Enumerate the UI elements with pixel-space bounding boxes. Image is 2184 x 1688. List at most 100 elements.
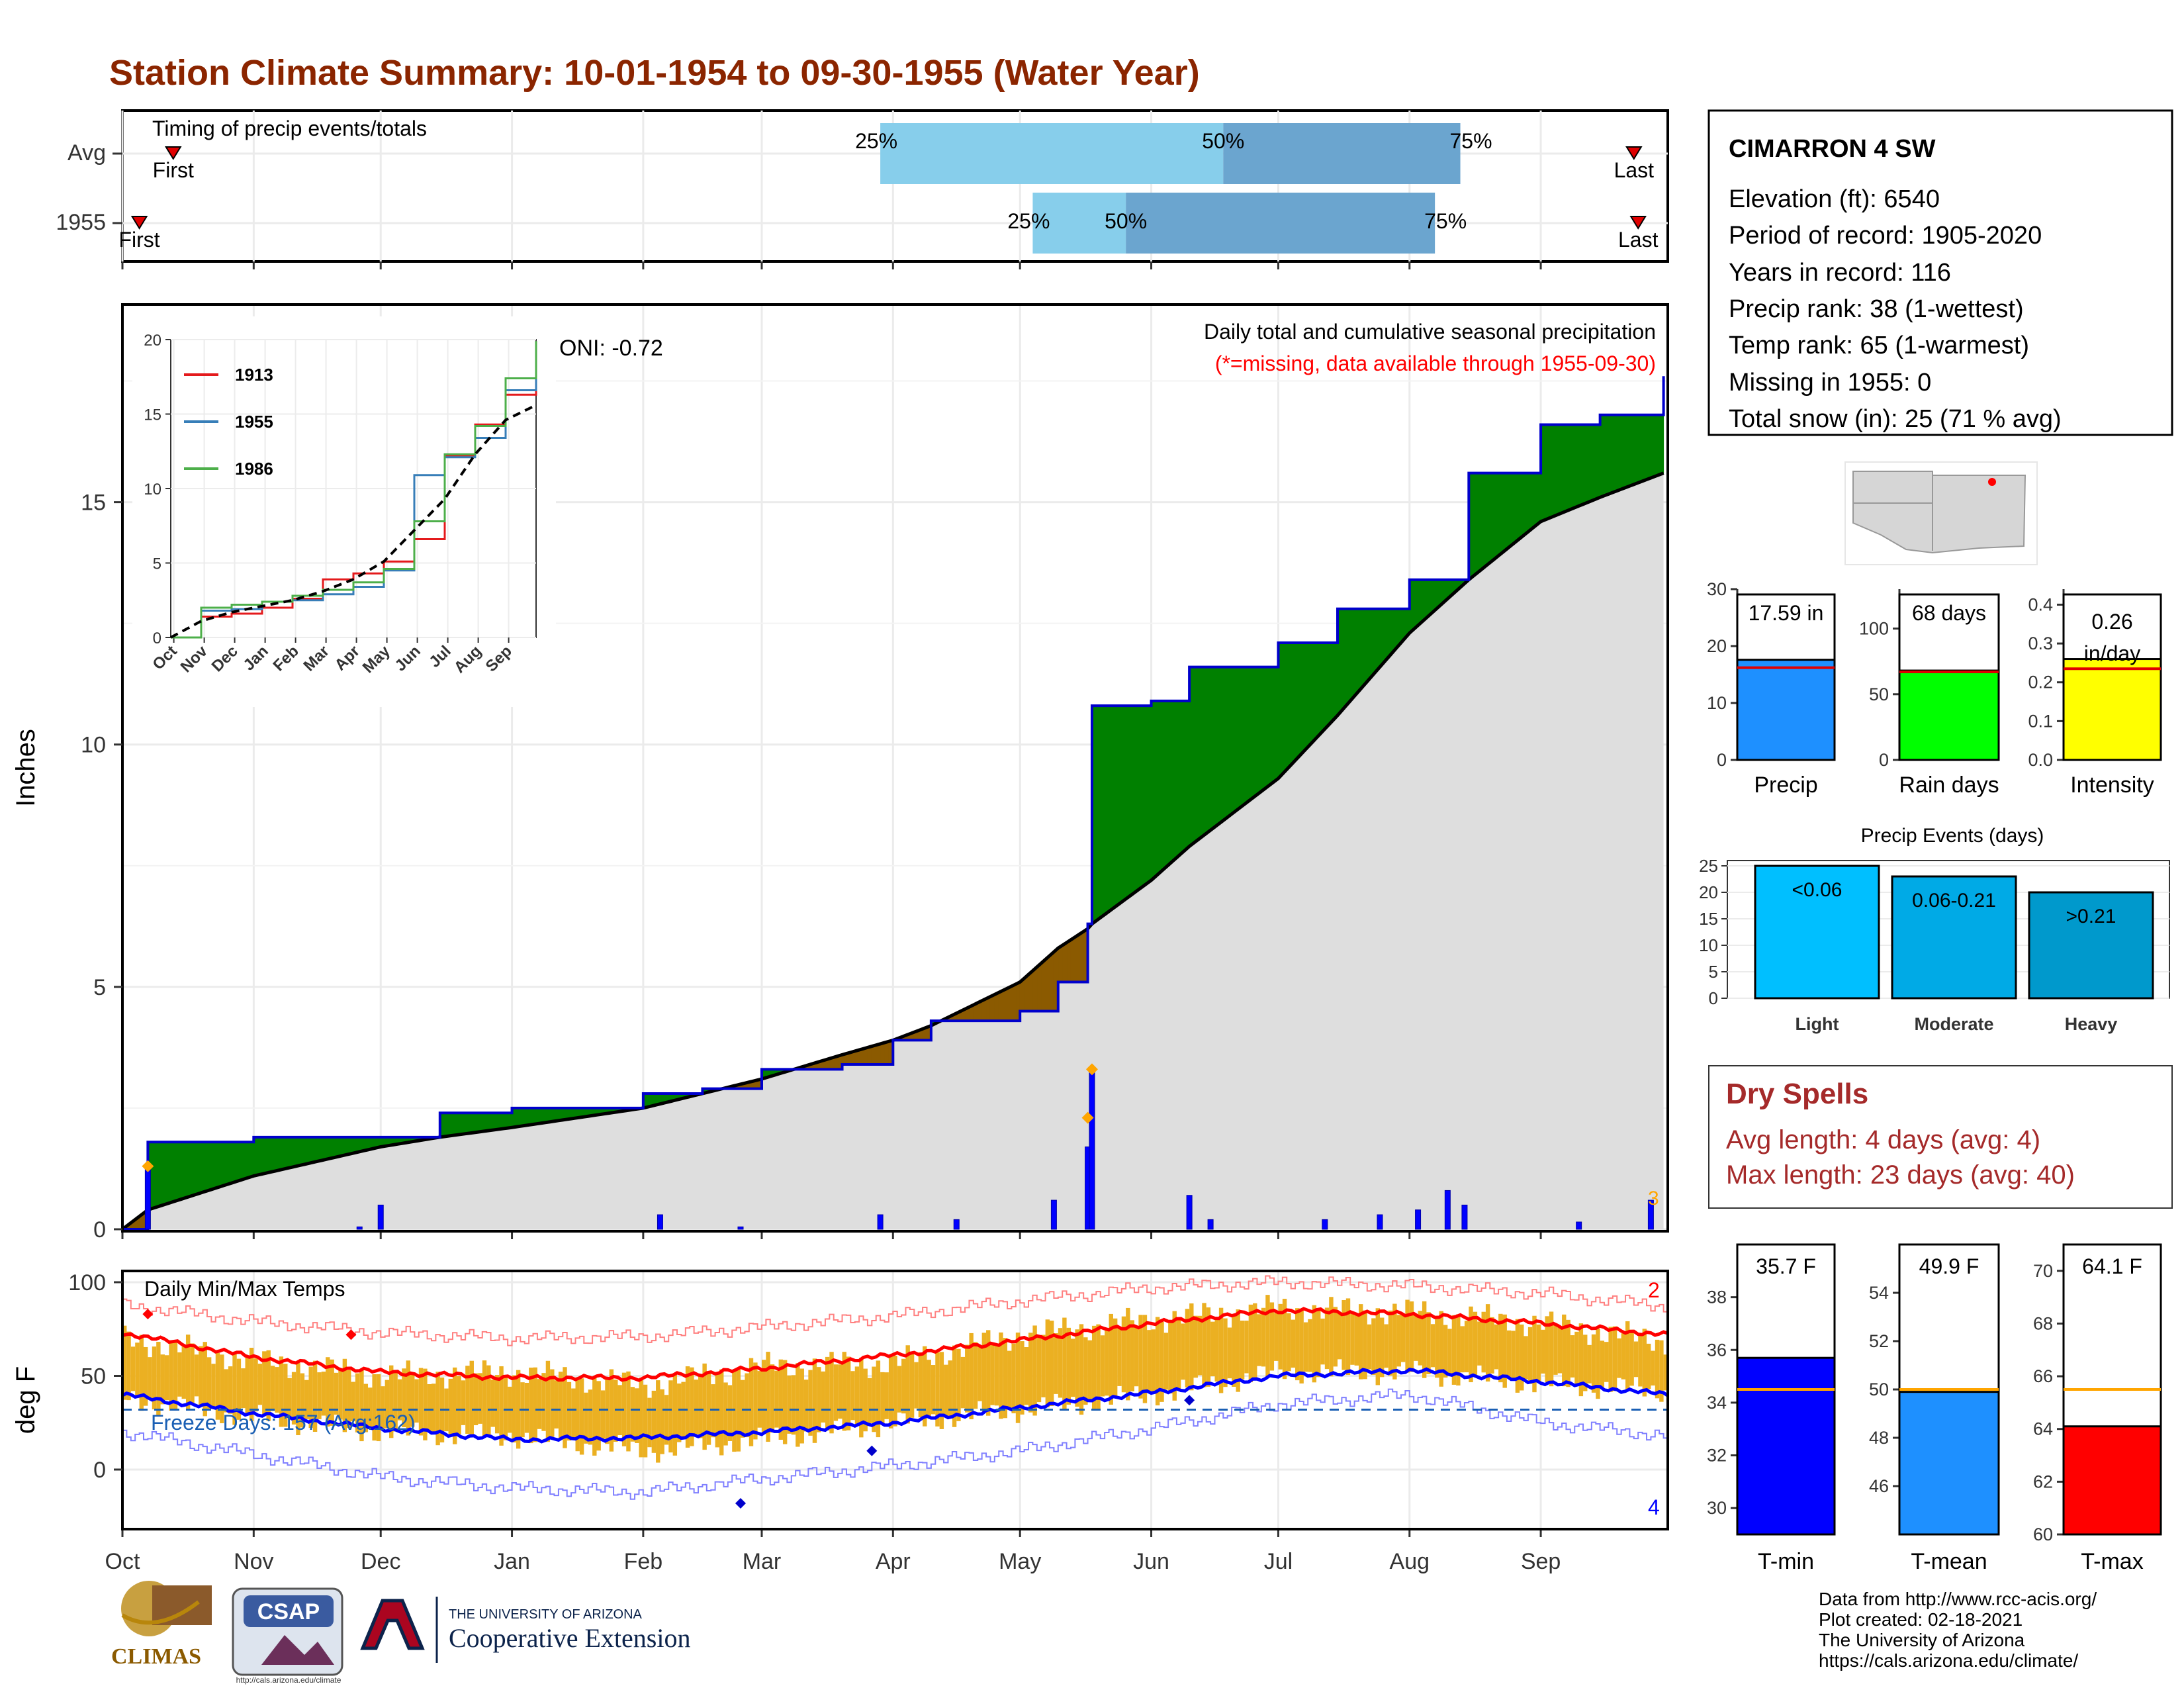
cumulative-difference-fill bbox=[1553, 424, 1559, 517]
daily-temp-range-bar bbox=[1473, 1311, 1478, 1377]
daily-precip-bar bbox=[356, 1226, 363, 1230]
daily-temp-range-bar bbox=[1020, 1341, 1024, 1415]
daily-temp-range-bar bbox=[1253, 1303, 1257, 1381]
cumulative-difference-fill bbox=[257, 1137, 263, 1176]
cumulative-difference-fill bbox=[1206, 667, 1211, 835]
precip-y-tick-label: 0 bbox=[93, 1217, 106, 1243]
events-bar-moderate bbox=[1891, 875, 2017, 1000]
cumulative-difference-fill bbox=[1231, 667, 1236, 815]
cumulative-difference-fill bbox=[1422, 579, 1427, 623]
daily-precip-bar bbox=[737, 1226, 744, 1230]
cumulative-difference-fill bbox=[1109, 705, 1114, 912]
daily-temp-range-bar bbox=[253, 1358, 258, 1412]
timing-q25-label: 25% bbox=[1007, 209, 1050, 233]
timing-q50-label: 50% bbox=[1105, 209, 1147, 233]
cumulative-difference-fill bbox=[1549, 424, 1554, 519]
station-line-years: Years in record: 116 bbox=[1729, 259, 1951, 287]
page-title: Station Climate Summary: 10-01-1954 to 0… bbox=[109, 53, 1200, 93]
daily-precip-bar bbox=[1377, 1214, 1383, 1230]
daily-temp-range-bar bbox=[355, 1373, 360, 1432]
daily-temp-range-bar bbox=[567, 1382, 572, 1441]
daily-temp-range-bar bbox=[787, 1375, 792, 1434]
daily-temp-range-bar bbox=[1054, 1333, 1058, 1394]
precip-y-tick-label: 15 bbox=[81, 491, 106, 516]
daily-temp-range-bar bbox=[626, 1371, 631, 1452]
daily-temp-range-bar bbox=[410, 1373, 415, 1427]
cumulative-difference-fill bbox=[1163, 700, 1169, 870]
csap-mountains bbox=[261, 1635, 334, 1665]
cumulative-difference-fill bbox=[189, 1141, 195, 1197]
daily-temp-range-bar bbox=[452, 1367, 457, 1444]
cumulative-difference-fill bbox=[876, 1043, 881, 1065]
daily-temp-range-bar bbox=[1485, 1304, 1490, 1382]
daily-temp-range-bar bbox=[1515, 1319, 1520, 1393]
cumulative-difference-fill bbox=[507, 1112, 513, 1129]
cumulative-difference-fill bbox=[1176, 700, 1181, 859]
cumulative-difference-fill bbox=[1040, 959, 1046, 1011]
daily-temp-range-bar bbox=[177, 1352, 182, 1397]
daily-temp-range-bar bbox=[1566, 1319, 1570, 1387]
daily-temp-range-bar bbox=[1041, 1335, 1046, 1397]
temp-bar-tick-label: 32 bbox=[1707, 1446, 1727, 1466]
daily-temp-range-bar bbox=[1197, 1315, 1203, 1376]
daily-temp-range-bar bbox=[211, 1364, 216, 1407]
cumulative-difference-fill bbox=[1502, 473, 1508, 553]
cumulative-difference-fill bbox=[1121, 705, 1126, 903]
daily-temp-range-bar bbox=[1193, 1315, 1198, 1378]
daily-temp-range-bar bbox=[817, 1367, 821, 1432]
cumulative-difference-fill bbox=[270, 1137, 275, 1173]
daily-temp-range-bar bbox=[614, 1380, 618, 1442]
cumulative-difference-fill bbox=[156, 1141, 161, 1208]
first-event-marker bbox=[164, 146, 182, 160]
cumulative-difference-fill bbox=[1130, 705, 1135, 897]
record-low-count: 4 bbox=[1648, 1495, 1660, 1519]
cumulative-difference-fill bbox=[1316, 642, 1321, 739]
cumulative-difference-fill bbox=[168, 1141, 174, 1204]
daily-temp-range-bar bbox=[677, 1383, 682, 1442]
daily-temp-range-bar bbox=[808, 1370, 813, 1436]
events-bars: 0 5 10 15 20 25 <0.06 Light 0.06-0.21 Moderate >0.… bbox=[1699, 856, 2170, 1034]
daily-temp-range-bar bbox=[1299, 1308, 1304, 1383]
daily-temp-range-bar bbox=[1155, 1317, 1160, 1406]
cumulative-difference-fill bbox=[1477, 473, 1482, 574]
daily-temp-range-bar bbox=[1303, 1322, 1308, 1372]
credits: Data from http://www.rcc-acis.org/ Plot … bbox=[1819, 1589, 2097, 1671]
daily-temp-range-bar bbox=[1367, 1324, 1372, 1370]
cumulative-difference-fill bbox=[291, 1137, 296, 1168]
daily-temp-range-bar bbox=[702, 1363, 707, 1450]
record-max-line bbox=[122, 1275, 1668, 1346]
daily-temp-range-bar bbox=[1435, 1315, 1439, 1378]
ua-a-mark bbox=[360, 1599, 425, 1650]
daily-temp-range-bar bbox=[867, 1378, 872, 1423]
cumulative-difference-fill bbox=[1600, 414, 1605, 498]
temp-bar-t-min bbox=[1736, 1356, 1836, 1536]
cumulative-difference-fill bbox=[541, 1107, 547, 1124]
cumulative-difference-fill bbox=[473, 1112, 478, 1133]
temp-bar-tick-label: 46 bbox=[1869, 1476, 1889, 1496]
cumulative-difference-fill bbox=[338, 1137, 343, 1157]
logos: CLIMAS CSAP http://cals.arizona.edu/clim… bbox=[111, 1581, 690, 1685]
cumulative-difference-fill bbox=[994, 992, 999, 1021]
daily-temp-range-bar bbox=[668, 1380, 673, 1453]
daily-temp-range-bar bbox=[1206, 1307, 1211, 1387]
daily-temp-range-bar bbox=[499, 1366, 504, 1446]
precip-y-tick-label: 10 bbox=[81, 733, 106, 758]
temp-y-tick-label: 100 bbox=[68, 1270, 106, 1295]
cumulative-difference-fill bbox=[1494, 473, 1499, 560]
temp-record-marker bbox=[142, 1309, 154, 1320]
cumulative-difference-fill bbox=[1240, 667, 1245, 808]
precip-record-marker bbox=[1085, 1063, 1098, 1076]
cumulative-difference-fill bbox=[249, 1141, 254, 1178]
daily-temp-range-bar bbox=[791, 1375, 796, 1435]
daily-temp-range-bar bbox=[270, 1366, 275, 1411]
daily-temp-range-bar bbox=[402, 1368, 406, 1428]
daily-temp-range-bar bbox=[956, 1348, 961, 1421]
cumulative-difference-fill bbox=[1036, 962, 1042, 1011]
daily-temp-range-bar bbox=[1520, 1324, 1524, 1391]
temp-bar-tick-label: 64 bbox=[2033, 1419, 2053, 1439]
daily-temp-range-bar bbox=[1091, 1325, 1097, 1411]
daily-temp-range-bar bbox=[880, 1372, 885, 1425]
temp-bar-tick-label: 62 bbox=[2033, 1472, 2053, 1491]
daily-temp-range-bar bbox=[694, 1380, 699, 1434]
daily-temp-range-bar bbox=[901, 1358, 906, 1414]
